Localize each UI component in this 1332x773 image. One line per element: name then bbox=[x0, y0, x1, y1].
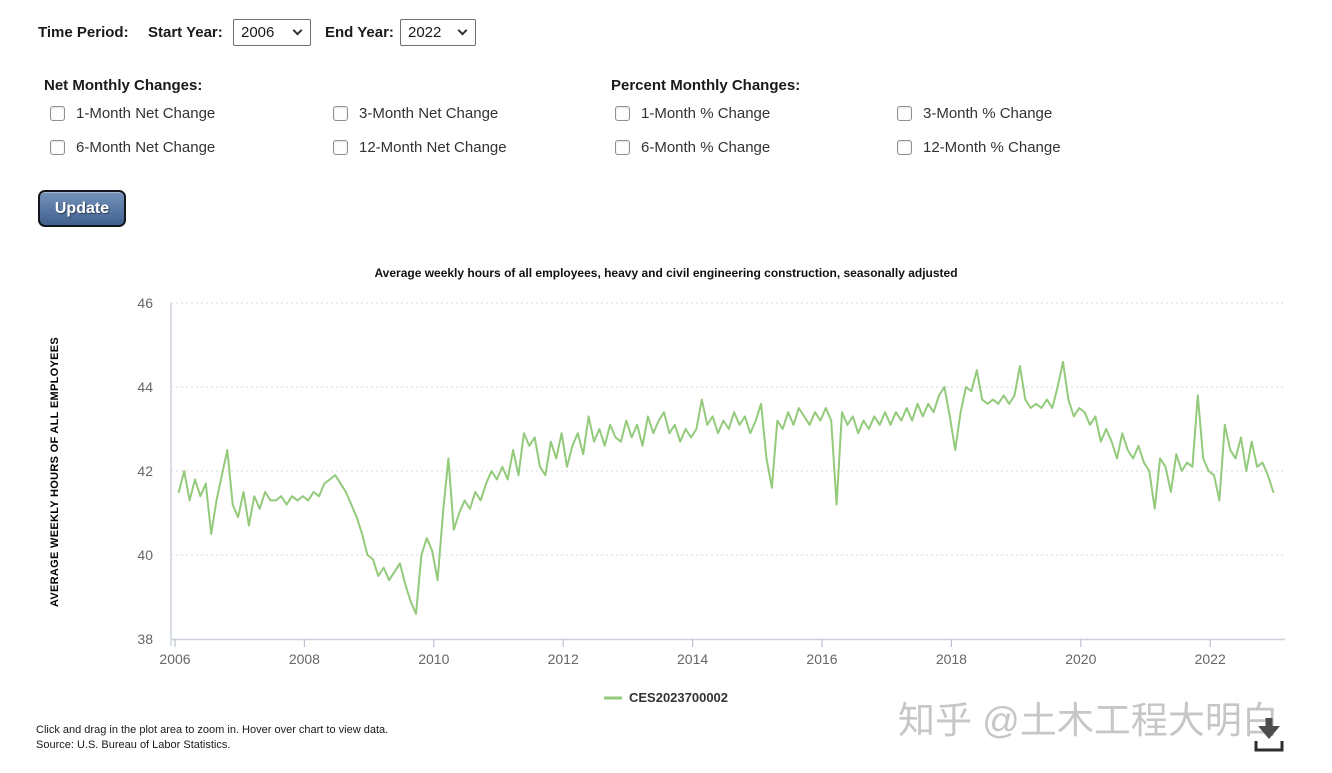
data-series-line bbox=[177, 360, 1275, 615]
checkbox-input[interactable] bbox=[50, 106, 65, 121]
checkbox-1-month-net-change[interactable]: 1-Month Net Change bbox=[50, 105, 215, 122]
checkbox-label: 1-Month Net Change bbox=[76, 105, 216, 122]
x-tick-label: 2012 bbox=[548, 651, 579, 667]
checkbox-6-month-net-change[interactable]: 6-Month Net Change bbox=[50, 139, 215, 156]
x-tick-label: 2006 bbox=[159, 651, 190, 667]
y-tick-label: 40 bbox=[137, 547, 153, 563]
checkbox-label: 12-Month Net Change bbox=[359, 139, 507, 156]
checkbox-12-month-net-change[interactable]: 12-Month Net Change bbox=[333, 139, 507, 156]
checkbox-12-month-pct-change[interactable]: 12-Month % Change bbox=[897, 139, 1061, 156]
start-year-label: Start Year: bbox=[148, 24, 223, 41]
y-tick-label: 42 bbox=[137, 463, 153, 479]
legend-line-marker bbox=[603, 696, 622, 699]
percent-monthly-changes-header: Percent Monthly Changes: bbox=[611, 77, 801, 94]
checkbox-6-month-pct-change[interactable]: 6-Month % Change bbox=[615, 139, 770, 156]
net-monthly-changes-header: Net Monthly Changes: bbox=[44, 77, 203, 94]
end-year-select[interactable]: 2022 bbox=[400, 19, 476, 46]
legend-series-label: CES2023700002 bbox=[628, 690, 729, 705]
x-tick-label: 2022 bbox=[1195, 651, 1226, 667]
checkbox-input[interactable] bbox=[897, 106, 912, 121]
checkbox-label: 3-Month % Change bbox=[923, 105, 1053, 122]
checkbox-3-month-net-change[interactable]: 3-Month Net Change bbox=[333, 105, 498, 122]
chart-hint-text: Click and drag in the plot area to zoom … bbox=[36, 724, 389, 736]
x-tick-label: 2014 bbox=[677, 651, 708, 667]
checkbox-label: 6-Month Net Change bbox=[76, 139, 216, 156]
x-tick-label: 2020 bbox=[1065, 651, 1096, 667]
checkbox-label: 6-Month % Change bbox=[641, 139, 771, 156]
x-tick-label: 2018 bbox=[936, 651, 967, 667]
y-tick-label: 46 bbox=[137, 295, 153, 311]
checkbox-label: 12-Month % Change bbox=[923, 139, 1061, 156]
checkbox-input[interactable] bbox=[615, 106, 630, 121]
checkbox-input[interactable] bbox=[615, 140, 630, 155]
checkbox-input[interactable] bbox=[897, 140, 912, 155]
checkbox-input[interactable] bbox=[333, 140, 348, 155]
time-period-label: Time Period: bbox=[38, 24, 129, 41]
y-tick-label: 38 bbox=[137, 631, 153, 647]
checkbox-label: 1-Month % Change bbox=[641, 105, 771, 122]
x-tick-label: 2008 bbox=[289, 651, 320, 667]
y-tick-label: 44 bbox=[137, 379, 153, 395]
chart-title: Average weekly hours of all employees, h… bbox=[374, 266, 958, 280]
checkbox-3-month-pct-change[interactable]: 3-Month % Change bbox=[897, 105, 1052, 122]
watermark-text: 知乎 @土木工程大明白 bbox=[898, 700, 1279, 741]
download-chart-icon[interactable] bbox=[1249, 713, 1289, 757]
checkbox-1-month-pct-change[interactable]: 1-Month % Change bbox=[615, 105, 770, 122]
start-year-select[interactable]: 2006 bbox=[233, 19, 311, 46]
chart-legend[interactable]: CES2023700002 bbox=[0, 690, 1332, 705]
source-text: Source: U.S. Bureau of Labor Statistics. bbox=[36, 739, 231, 751]
update-button[interactable]: Update bbox=[38, 190, 126, 227]
x-tick-label: 2010 bbox=[418, 651, 449, 667]
end-year-label: End Year: bbox=[325, 24, 394, 41]
checkbox-label: 3-Month Net Change bbox=[359, 105, 499, 122]
checkbox-input[interactable] bbox=[333, 106, 348, 121]
x-tick-label: 2016 bbox=[806, 651, 837, 667]
checkbox-input[interactable] bbox=[50, 140, 65, 155]
